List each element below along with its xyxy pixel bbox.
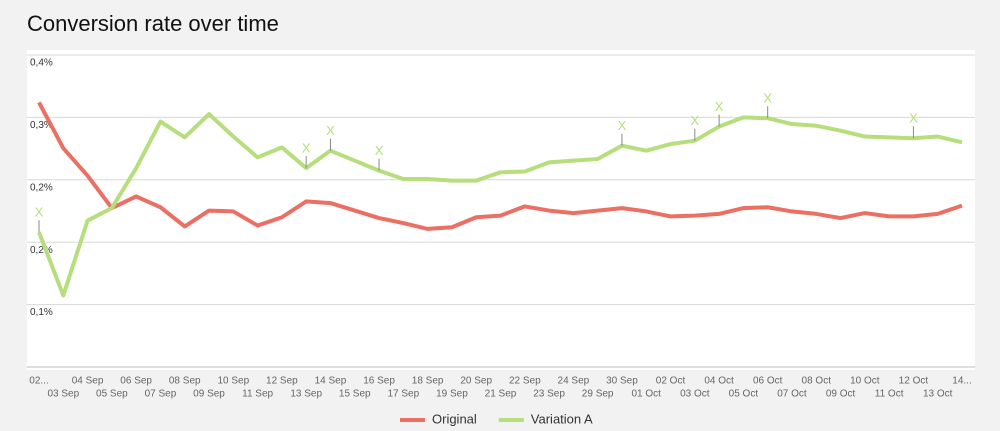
x-tick-label: 07 Oct — [777, 389, 807, 400]
annotation-label: X — [715, 99, 724, 114]
x-tick-label: 10 Sep — [217, 376, 249, 387]
x-tick-label: 02 Oct — [656, 376, 686, 387]
plot-area — [27, 50, 975, 370]
x-tick-label: 13 Sep — [290, 389, 322, 400]
annotation-label: X — [302, 141, 311, 156]
x-tick-label: 04 Oct — [704, 376, 734, 387]
annotation-label: X — [690, 113, 699, 128]
x-tick-label: 20 Sep — [460, 376, 492, 387]
x-tick-label: 03 Sep — [47, 389, 79, 400]
x-tick-label: 01 Oct — [632, 389, 662, 400]
x-tick-label: 18 Sep — [412, 376, 444, 387]
x-tick-label: 08 Sep — [169, 376, 201, 387]
x-tick-label: 09 Sep — [193, 389, 225, 400]
x-tick-label: 22 Sep — [509, 376, 541, 387]
x-tick-label: 23 Sep — [533, 389, 565, 400]
annotation-label: X — [375, 143, 384, 158]
x-tick-label: 17 Sep — [387, 389, 419, 400]
annotation-label: X — [909, 111, 918, 126]
x-tick-label: 11 Sep — [242, 389, 273, 400]
annotation-label: X — [326, 123, 335, 138]
legend-label: Original — [432, 411, 477, 426]
x-tick-label: 04 Sep — [72, 376, 104, 387]
annotation-label: X — [763, 91, 772, 106]
x-tick-label: 14... — [952, 376, 971, 387]
x-tick-label: 02... — [29, 376, 48, 387]
x-tick-label: 03 Oct — [680, 389, 710, 400]
x-tick-label: 12 Oct — [899, 376, 929, 387]
x-tick-label: 15 Sep — [339, 389, 371, 400]
x-tick-label: 29 Sep — [582, 389, 614, 400]
x-tick-label: 11 Oct — [875, 389, 904, 400]
x-tick-label: 19 Sep — [436, 389, 468, 400]
y-tick-label: 0,1% — [30, 307, 53, 318]
x-tick-label: 06 Sep — [120, 376, 152, 387]
legend-label: Variation A — [531, 411, 593, 426]
x-tick-label: 24 Sep — [558, 376, 590, 387]
annotation-label: X — [35, 205, 44, 220]
series-line — [37, 101, 963, 231]
x-tick-label: 14 Sep — [315, 376, 347, 387]
x-tick-label: 10 Oct — [850, 376, 880, 387]
x-tick-label: 09 Oct — [826, 389, 856, 400]
y-tick-label: 0,2% — [30, 182, 53, 193]
y-tick-label: 0,4% — [30, 58, 53, 69]
x-tick-label: 05 Sep — [96, 389, 128, 400]
x-tick-label: 13 Oct — [923, 389, 953, 400]
x-tick-label: 16 Sep — [363, 376, 395, 387]
x-tick-label: 21 Sep — [485, 389, 517, 400]
annotation-label: X — [618, 118, 627, 133]
series-line — [37, 112, 963, 298]
y-tick-label: 0,2% — [30, 245, 53, 256]
x-tick-label: 30 Sep — [606, 376, 638, 387]
x-tick-label: 05 Oct — [729, 389, 759, 400]
x-tick-label: 08 Oct — [802, 376, 832, 387]
y-tick-label: 0,3% — [30, 120, 53, 131]
x-tick-label: 06 Oct — [753, 376, 783, 387]
x-tick-label: 12 Sep — [266, 376, 298, 387]
x-tick-label: 07 Sep — [145, 389, 177, 400]
chart-title: Conversion rate over time — [27, 11, 279, 36]
